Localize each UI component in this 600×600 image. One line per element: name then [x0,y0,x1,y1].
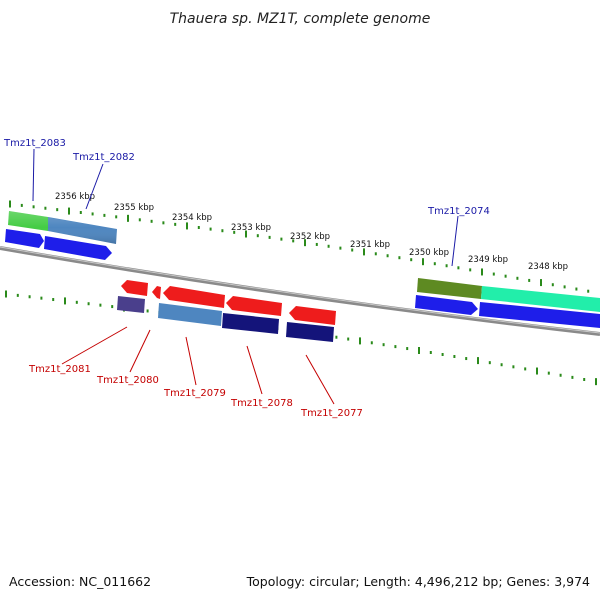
gene-label-reverse[interactable]: Tmz1t_2079 [163,388,226,399]
kbp-label: 2354 kbp [172,213,212,223]
gene-label-forward[interactable]: Tmz1t_2083 [3,138,66,149]
forward-gene-bars [8,211,600,312]
kbp-label: 2353 kbp [231,223,271,233]
kbp-label: 2349 kbp [468,255,508,265]
cds-arrow-reverse[interactable] [152,286,161,299]
gene-bar-2081[interactable] [117,296,145,313]
gene-bar-2079[interactable] [158,303,222,326]
kbp-label: 2348 kbp [528,262,568,272]
gene-bar-2078[interactable] [222,313,279,334]
kbp-label: 2351 kbp [350,240,390,250]
genome-summary-text: Topology: circular; Length: 4,496,212 bp… [246,574,590,589]
cds-arrow-forward[interactable] [415,295,478,315]
reverse-gene-bars [117,296,334,342]
gene-bar-2074-teal[interactable] [481,286,600,312]
kbp-labels: 2356 kbp 2355 kbp 2354 kbp 2353 kbp 2352… [55,192,568,272]
gene-label-reverse[interactable]: Tmz1t_2077 [300,408,363,419]
label-leaders [32,148,459,405]
cds-arrow-reverse[interactable] [163,286,225,308]
gene-bar-2077[interactable] [286,322,334,342]
cds-arrow-reverse[interactable] [289,306,336,325]
kbp-label: 2356 kbp [55,192,95,202]
cds-arrow-forward[interactable] [5,229,44,248]
coordinate-ticks-upper [9,200,590,293]
gene-label-reverse[interactable]: Tmz1t_2080 [96,375,159,386]
cds-arrow-reverse[interactable] [226,296,282,316]
cds-arrow-reverse[interactable] [121,280,148,296]
gene-label-reverse[interactable]: Tmz1t_2081 [28,364,91,375]
kbp-label: 2350 kbp [409,248,449,258]
kbp-label: 2355 kbp [114,203,154,213]
gene-bar-2074-olive[interactable] [417,278,482,299]
accession-text: Accession: NC_011662 [9,574,151,589]
map-title: Thauera sp. MZ1T, complete genome [170,11,431,27]
reverse-cds-arrows [121,280,336,325]
kbp-label: 2352 kbp [290,232,330,242]
cds-arrow-forward[interactable] [44,236,112,260]
gene-label-reverse[interactable]: Tmz1t_2078 [230,398,293,409]
gene-label-forward[interactable]: Tmz1t_2074 [427,206,490,217]
forward-cds-arrows [5,229,600,328]
cds-arrow-forward[interactable] [479,302,600,328]
gene-labels: Tmz1t_2083 Tmz1t_2082 Tmz1t_2074 Tmz1t_2… [3,138,490,419]
genome-backbone [0,246,600,336]
gene-label-forward[interactable]: Tmz1t_2082 [72,152,135,163]
